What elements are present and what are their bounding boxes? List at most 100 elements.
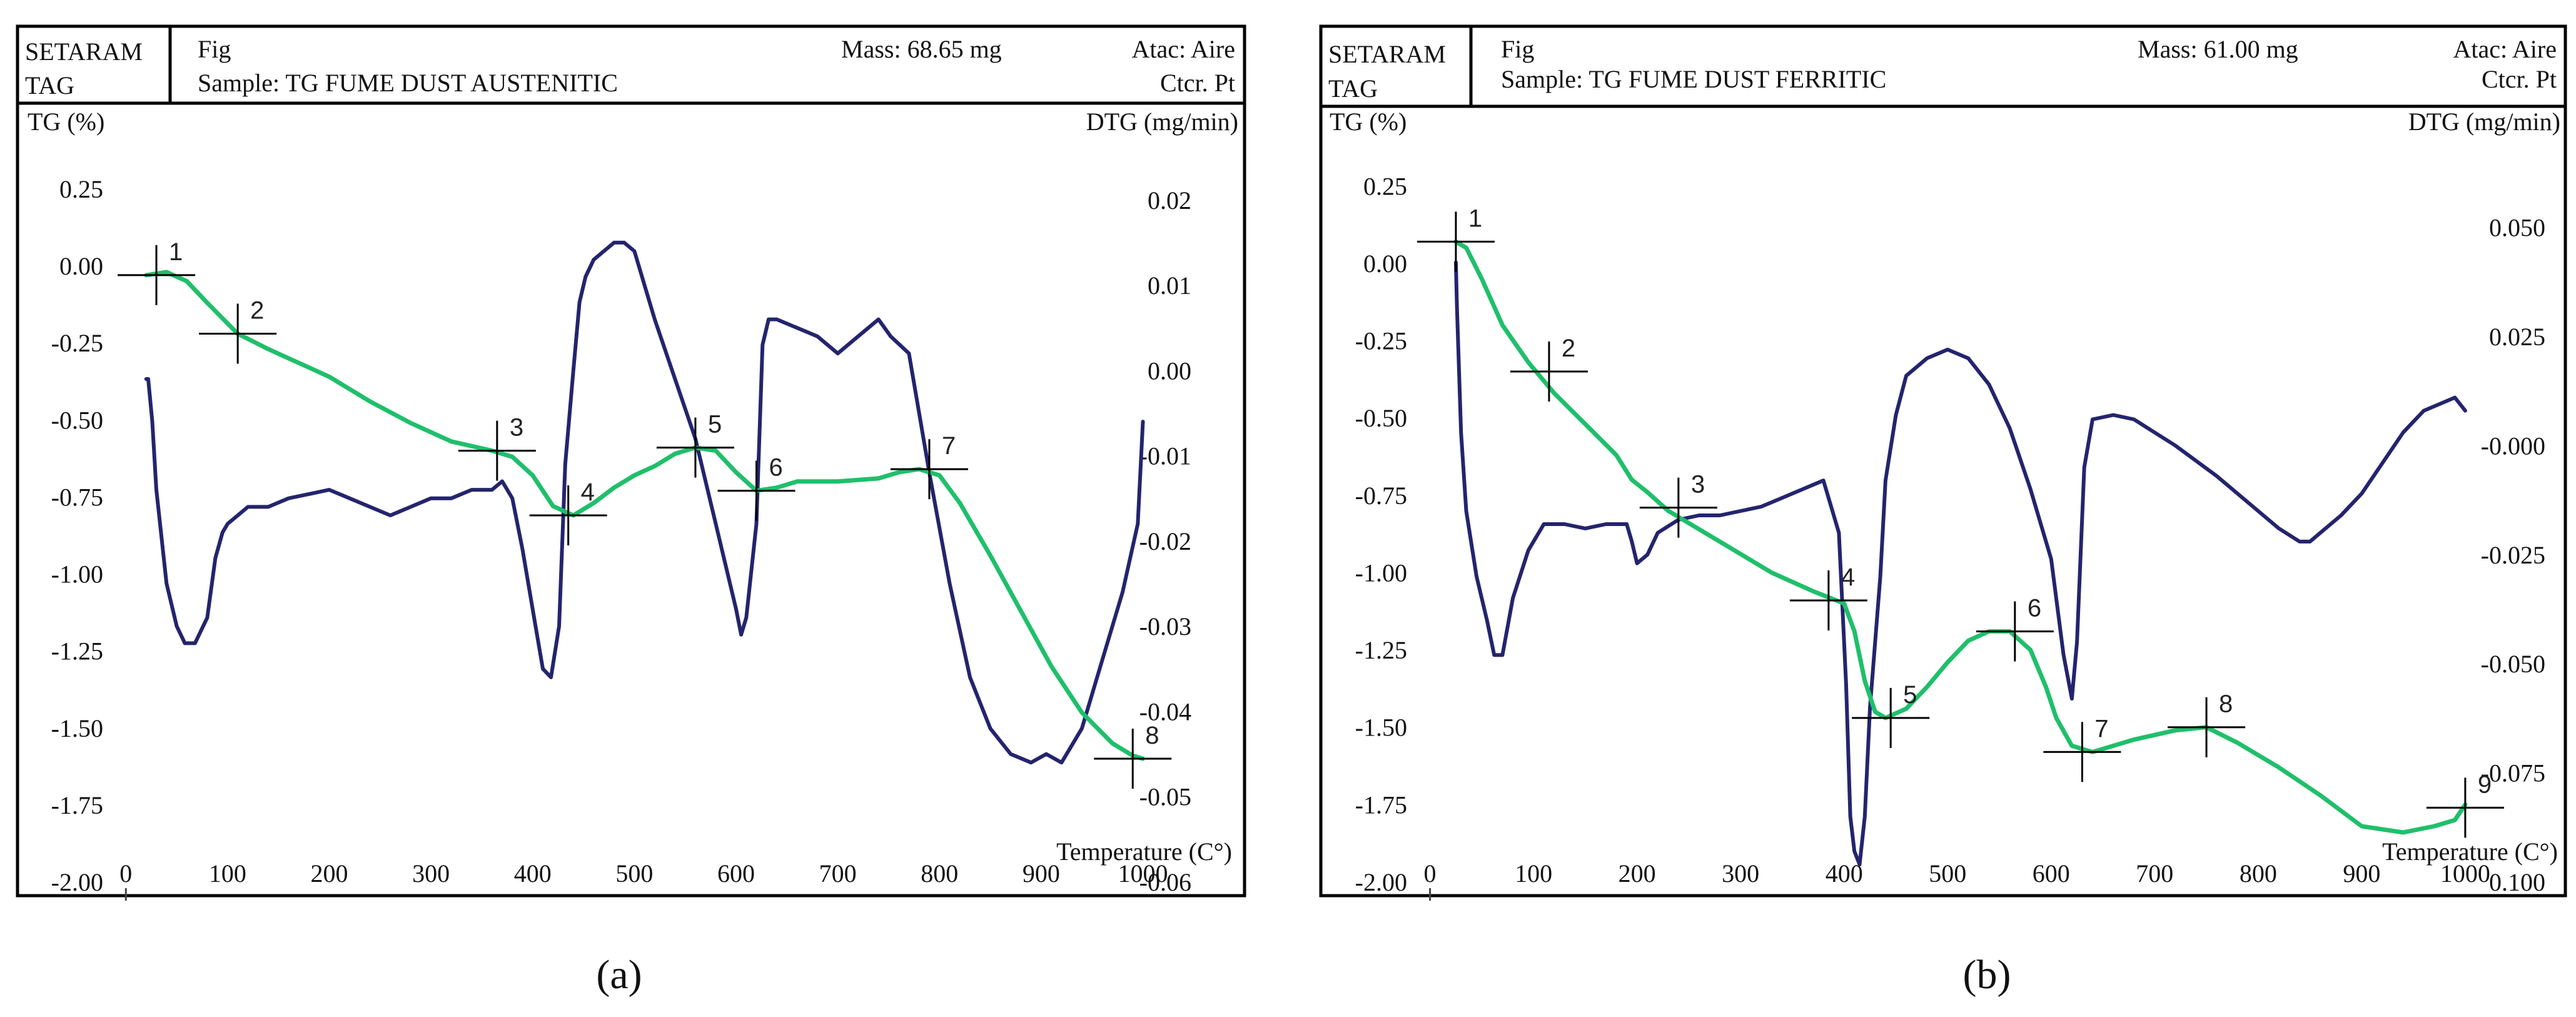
- y-left-tick-label: -0.50: [1355, 404, 1407, 432]
- y-left-tick-label: -0.25: [51, 329, 103, 357]
- y-left-tick-label: -1.50: [51, 714, 103, 742]
- panel-b-x-ticks: 0 100 200 300 400 500 600 700 800 900 1000: [1424, 859, 2490, 901]
- x-tick-label: 800: [921, 859, 958, 888]
- panel-b: SETARAM TAG Fig Sample: TG FUME DUST FER…: [1319, 24, 2567, 901]
- dtg-series-line: [144, 240, 1145, 765]
- marker-2: 2: [199, 296, 277, 364]
- marker-2: 2: [1510, 335, 1588, 402]
- panel-a-brand-line1: SETARAM: [25, 38, 143, 66]
- marker-label: 6: [2028, 594, 2041, 622]
- marker-6: 6: [717, 454, 796, 521]
- panel-b-markers: 1 2 3 4 5 6 7 8 9: [1417, 205, 2504, 838]
- marker-label: 4: [1841, 564, 1855, 591]
- y-right-tick-label: -0.05: [1139, 783, 1191, 811]
- panel-a-brand-line2: TAG: [25, 71, 74, 99]
- x-tick-label: 200: [1619, 859, 1656, 888]
- marker-label: 3: [510, 414, 523, 442]
- x-tick-label: 500: [615, 859, 653, 888]
- panel-a-ylabel-left: TG (%): [28, 108, 104, 136]
- x-tick-label: 800: [2240, 859, 2277, 888]
- y-left-tick-label: -1.25: [51, 637, 103, 665]
- marker-7: 7: [2043, 715, 2121, 782]
- marker-6: 6: [1976, 594, 2054, 662]
- marker-5: 5: [656, 411, 734, 478]
- panel-a-x-ticks: 0 100 200 300 400 500 600 700 800 900 1000: [119, 859, 1168, 901]
- y-left-tick-label: -0.50: [51, 406, 103, 434]
- x-tick-label: 600: [2033, 859, 2070, 888]
- y-right-tick-label: 0.100: [2489, 868, 2545, 896]
- x-tick-label: 400: [514, 859, 552, 888]
- x-tick-label: 300: [412, 859, 450, 888]
- panel-a-sample: Sample: TG FUME DUST AUSTENITIC: [198, 69, 618, 97]
- y-right-tick-label: -0.000: [2481, 432, 2545, 460]
- marker-label: 2: [250, 296, 264, 324]
- panel-b-sample: Sample: TG FUME DUST FERRITIC: [1501, 65, 1886, 93]
- y-left-tick-label: 0.00: [59, 252, 103, 280]
- y-right-tick-label: -0.050: [2481, 650, 2545, 678]
- panel-b-frame: [1319, 24, 2567, 898]
- panel-a-frame: [16, 24, 1246, 898]
- marker-label: 7: [2094, 715, 2108, 742]
- caption-a: (a): [596, 952, 642, 998]
- marker-label: 1: [169, 238, 183, 266]
- caption-b: (b): [1963, 952, 2011, 998]
- panel-a-left-ticks: 0.25 0.00 -0.25 -0.50 -0.75 -1.00 -1.25 -1.50 -1…: [51, 175, 103, 896]
- x-tick-label: 300: [1722, 859, 1759, 888]
- marker-3: 3: [458, 414, 536, 481]
- panel-a-plot: [144, 240, 1145, 765]
- y-left-tick-label: -1.00: [1355, 559, 1407, 587]
- y-right-tick-label: 0.00: [1148, 357, 1191, 385]
- panel-a-markers: 1 2 3 4 5 6 7 8: [118, 238, 1172, 789]
- panel-b-xlabel: Temperature (C°): [2382, 837, 2558, 866]
- tg-series-line: [1453, 239, 2468, 835]
- y-left-tick-label: -1.25: [1355, 636, 1407, 664]
- x-tick-label: 400: [1826, 859, 1863, 888]
- x-tick-label: 700: [819, 859, 857, 888]
- y-right-tick-label: -0.075: [2481, 759, 2545, 787]
- tg-series-line: [144, 270, 1145, 761]
- y-left-tick-label: 0.00: [1363, 250, 1407, 278]
- marker-label: 1: [1468, 205, 1482, 232]
- panel-b-brand-line1: SETARAM: [1328, 40, 1446, 68]
- y-right-tick-label: 0.02: [1148, 186, 1191, 215]
- panel-b-ctcr: Ctcr. Pt: [2482, 65, 2557, 93]
- x-tick-label: 500: [1929, 859, 1966, 888]
- marker-label: 8: [1145, 722, 1159, 749]
- marker-8: 8: [1094, 722, 1172, 789]
- marker-label: 2: [1562, 335, 1575, 362]
- y-left-tick-label: -2.00: [1355, 868, 1407, 896]
- y-left-tick-label: -1.50: [1355, 714, 1407, 742]
- marker-label: 3: [1691, 471, 1705, 498]
- marker-label: 8: [2219, 691, 2233, 718]
- marker-8: 8: [2168, 691, 2246, 757]
- y-left-tick-label: 0.25: [59, 175, 103, 203]
- panel-b-ylabel-right: DTG (mg/min): [2408, 108, 2560, 136]
- panel-a-fig-label: Fig: [198, 35, 231, 63]
- y-right-tick-label: -0.02: [1139, 527, 1191, 555]
- marker-label: 5: [1903, 681, 1917, 709]
- marker-label: 7: [942, 432, 956, 460]
- panel-b-plot: [1453, 239, 2468, 867]
- marker-1: 1: [1417, 205, 1495, 272]
- y-right-tick-label: -0.03: [1139, 612, 1191, 640]
- y-right-tick-label: -0.04: [1139, 697, 1191, 726]
- x-tick-label: 900: [2343, 859, 2380, 888]
- panel-a-ctcr: Ctcr. Pt: [1160, 69, 1235, 97]
- marker-label: 5: [708, 411, 722, 438]
- marker-label: 4: [581, 478, 595, 506]
- x-tick-label: 100: [1515, 859, 1552, 888]
- marker-label: 6: [769, 454, 783, 482]
- panel-a: SETARAM TAG Fig Sample: TG FUME DUST AUS…: [16, 24, 1246, 901]
- marker-7: 7: [890, 432, 968, 500]
- marker-4: 4: [1789, 564, 1867, 630]
- y-right-tick-label: -0.01: [1139, 442, 1191, 470]
- x-tick-label: 0: [119, 859, 132, 888]
- y-right-tick-label: 0.025: [2489, 323, 2545, 351]
- y-left-tick-label: -0.75: [1355, 482, 1407, 510]
- marker-4: 4: [529, 478, 607, 545]
- x-tick-label: 1000: [1118, 859, 1168, 888]
- dtg-series-line: [1453, 260, 2467, 867]
- panel-b-right-ticks: 0.050 0.025 -0.000 -0.025 -0.050 -0.075 0.100: [2481, 214, 2545, 896]
- x-tick-label: 100: [209, 859, 246, 888]
